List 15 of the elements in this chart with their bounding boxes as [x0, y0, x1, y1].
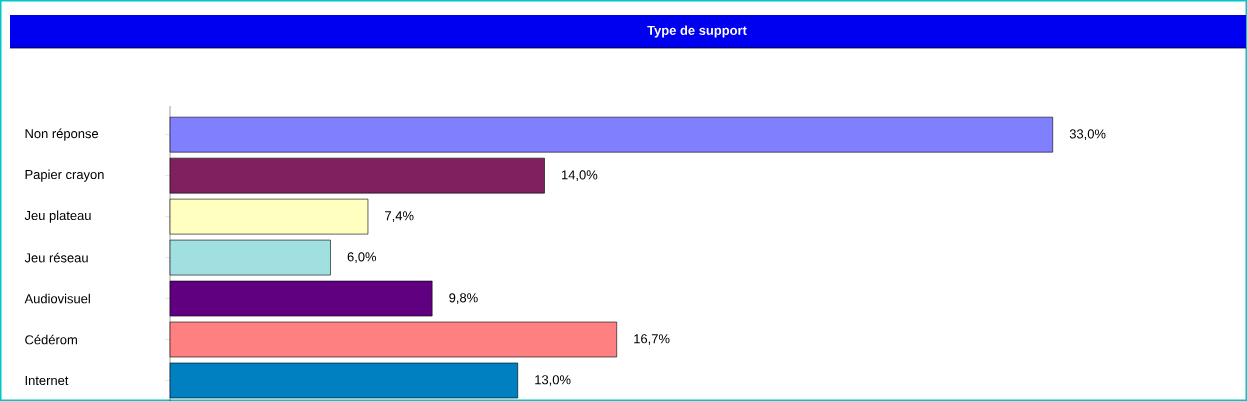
- y-tick-label: Cédérom: [25, 334, 77, 345]
- y-tick-label: Internet: [25, 375, 69, 385]
- chart-title: Type de support: [647, 25, 747, 38]
- y-tick-label: Jeu réseau: [24, 252, 88, 263]
- data-label: 33,0%: [1069, 129, 1106, 140]
- data-label: 6,0%: [347, 252, 377, 263]
- y-tick-label: Non réponse: [25, 128, 99, 141]
- y-tick-label: Jeu plateau: [24, 210, 91, 223]
- data-label: 14,0%: [562, 170, 598, 181]
- y-tick-label: Papier crayon: [25, 169, 104, 182]
- data-label: 7,4%: [385, 211, 414, 222]
- data-label: 16,7%: [634, 334, 670, 345]
- data-label: 13,0%: [535, 375, 571, 386]
- data-label: 9,8%: [449, 293, 478, 304]
- y-tick-label: Audiovisuel: [24, 293, 90, 304]
